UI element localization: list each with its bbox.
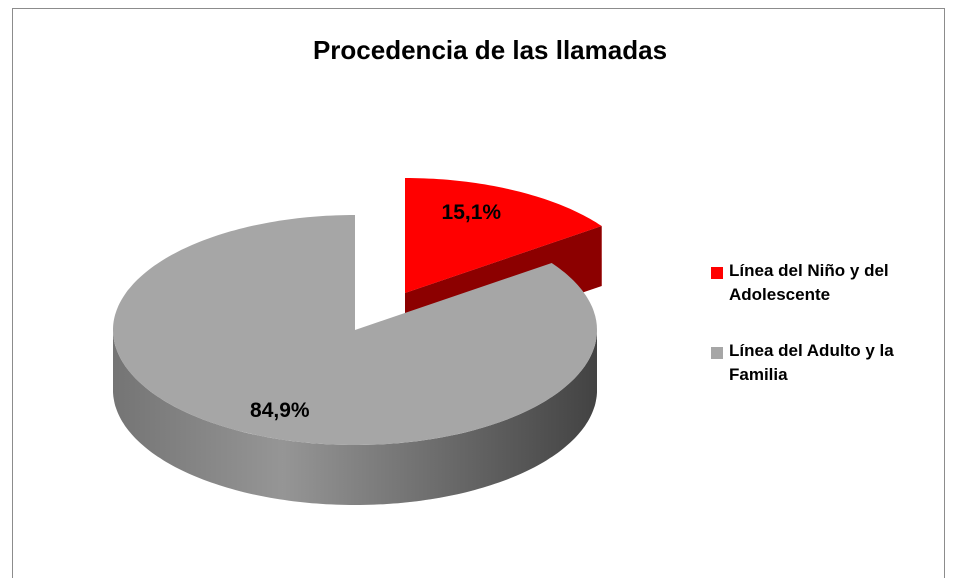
legend-entry: Línea del Adulto y la Familia xyxy=(729,341,894,384)
legend-swatch xyxy=(711,267,723,279)
pie: 15,1% 84,9% xyxy=(113,178,602,505)
data-label: 84,9% xyxy=(250,399,310,422)
slice xyxy=(113,215,597,445)
legend-label: Línea del Adulto y la Familia xyxy=(729,341,894,384)
legend-swatch xyxy=(711,347,723,359)
data-label: 15,1% xyxy=(442,201,502,224)
legend: Línea del Niño y del Adolescente Línea de… xyxy=(711,261,894,384)
legend-entry: Línea del Niño y del Adolescente xyxy=(729,261,889,304)
slice xyxy=(405,178,602,293)
slice-side-shade xyxy=(113,330,597,505)
chart-title: Procedencia de las llamadas xyxy=(313,35,667,65)
legend-label: Línea del Niño y del Adolescente xyxy=(729,261,889,304)
